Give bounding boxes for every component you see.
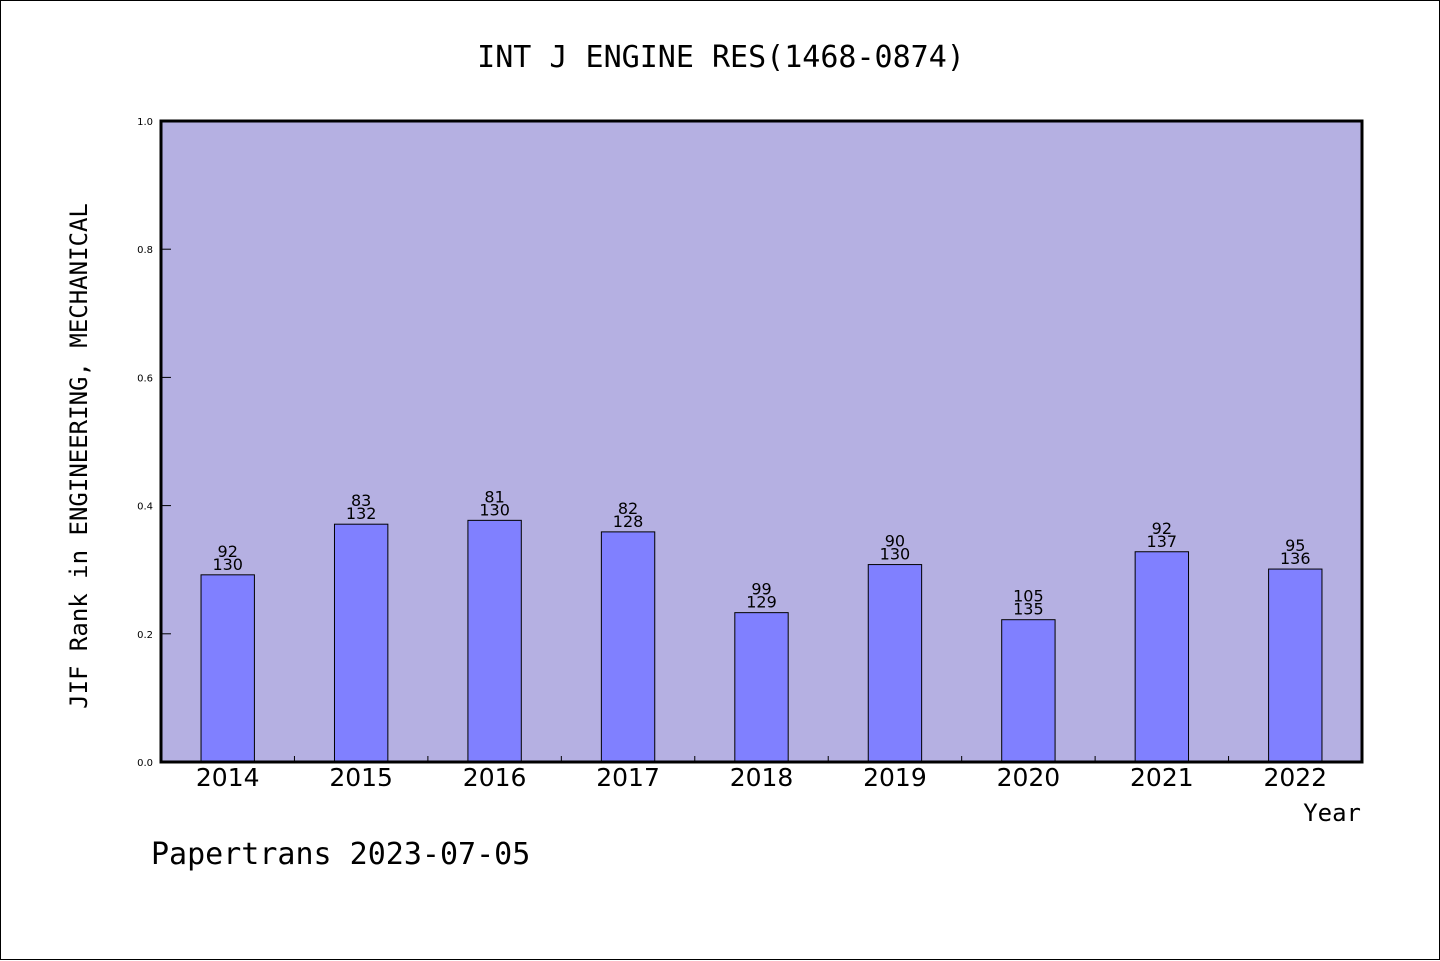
x-axis: 2014 2015 2016 2017 2018 2019 2020 2021 2022 bbox=[196, 756, 1327, 792]
x-tick-label: 2021 bbox=[1130, 763, 1194, 792]
bar-total-label: 132 bbox=[346, 504, 377, 523]
footer-credit: Papertrans 2023-07-05 bbox=[151, 837, 530, 872]
y-tick-label: 0.0 bbox=[137, 758, 153, 769]
y-tick-label: 0.6 bbox=[137, 373, 153, 384]
bar-rank-label: 92 bbox=[218, 542, 238, 561]
y-axis-label: JIF Rank in ENGINEERING, MECHANICAL bbox=[65, 203, 93, 709]
bar bbox=[467, 519, 522, 763]
bar-rank-label: 81 bbox=[484, 487, 504, 506]
bar-total-label: 130 bbox=[479, 500, 510, 519]
bar-total-label: 137 bbox=[1147, 532, 1178, 551]
bar-rank-label: 83 bbox=[351, 491, 371, 510]
bar bbox=[1001, 619, 1056, 763]
bar bbox=[734, 612, 789, 763]
bar bbox=[1268, 568, 1323, 763]
y-tick-label: 1.0 bbox=[137, 117, 153, 128]
bar-total-label: 130 bbox=[212, 555, 243, 574]
x-tick-label: 2016 bbox=[463, 763, 527, 792]
y-tick-label: 0.2 bbox=[137, 630, 153, 641]
bar bbox=[200, 574, 255, 763]
x-tick-label: 2017 bbox=[596, 763, 660, 792]
bar-total-label: 128 bbox=[613, 512, 644, 531]
bar-total-label: 130 bbox=[880, 545, 911, 564]
bar-rank-label: 95 bbox=[1285, 536, 1305, 555]
bar-total-label: 135 bbox=[1013, 600, 1044, 619]
chart-title: INT J ENGINE RES(1468-0874) bbox=[477, 40, 965, 75]
bar bbox=[1134, 551, 1190, 763]
x-tick-label: 2022 bbox=[1263, 763, 1327, 792]
bar bbox=[333, 523, 389, 763]
bar-total-label: 129 bbox=[746, 593, 777, 612]
bar bbox=[600, 531, 656, 763]
y-tick-label: 0.8 bbox=[137, 245, 153, 256]
plot-border bbox=[159, 119, 1364, 764]
bar bbox=[867, 564, 923, 763]
x-tick-label: 2018 bbox=[730, 763, 794, 792]
x-tick-label: 2019 bbox=[863, 763, 927, 792]
bar-rank-label: 99 bbox=[751, 580, 771, 599]
bar-rank-label: 82 bbox=[618, 499, 638, 518]
bar-rank-label: 92 bbox=[1152, 519, 1172, 538]
x-tick-label: 2015 bbox=[329, 763, 393, 792]
x-tick-label: 2014 bbox=[196, 763, 260, 792]
bar-rank-label: 105 bbox=[1013, 587, 1044, 606]
bar-rank-label: 90 bbox=[885, 532, 905, 551]
x-axis-label: Year bbox=[1303, 799, 1361, 827]
bar-total-label: 136 bbox=[1280, 549, 1311, 568]
y-tick-label: 0.4 bbox=[137, 502, 153, 513]
x-tick-label: 2020 bbox=[997, 763, 1061, 792]
